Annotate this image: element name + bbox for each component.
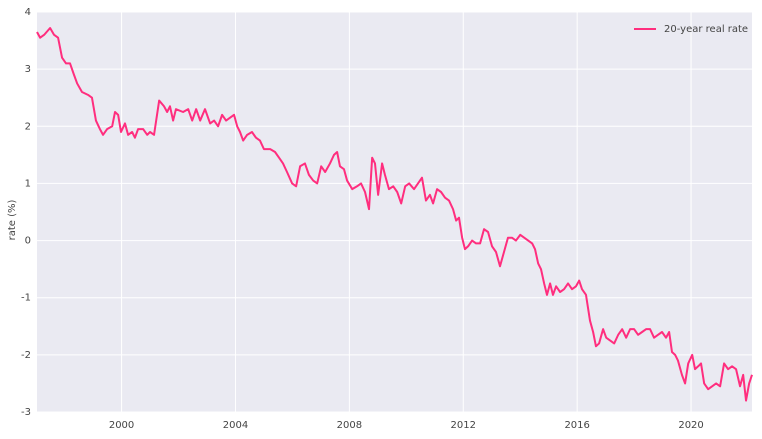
y-tick-label: 0 <box>25 236 31 247</box>
x-tick-label: 2020 <box>678 420 703 431</box>
y-axis-label: rate (%) <box>7 200 18 241</box>
y-tick-label: 2 <box>25 121 31 132</box>
plot-area <box>37 12 752 412</box>
y-tick-label: -3 <box>21 407 31 418</box>
y-tick-label: 3 <box>25 64 31 75</box>
legend-label: 20-year real rate <box>664 24 748 35</box>
y-tick-label: 1 <box>25 178 31 189</box>
x-tick-label: 2008 <box>337 420 362 431</box>
x-tick-label: 2004 <box>223 420 248 431</box>
data-line <box>36 27 753 402</box>
y-tick-label: 4 <box>25 7 31 18</box>
y-tick-label: -1 <box>21 293 31 304</box>
x-tick-label: 2012 <box>451 420 476 431</box>
x-tick-label: 2000 <box>109 420 134 431</box>
x-tick-label: 2016 <box>564 420 589 431</box>
y-tick-label: -2 <box>21 350 31 361</box>
